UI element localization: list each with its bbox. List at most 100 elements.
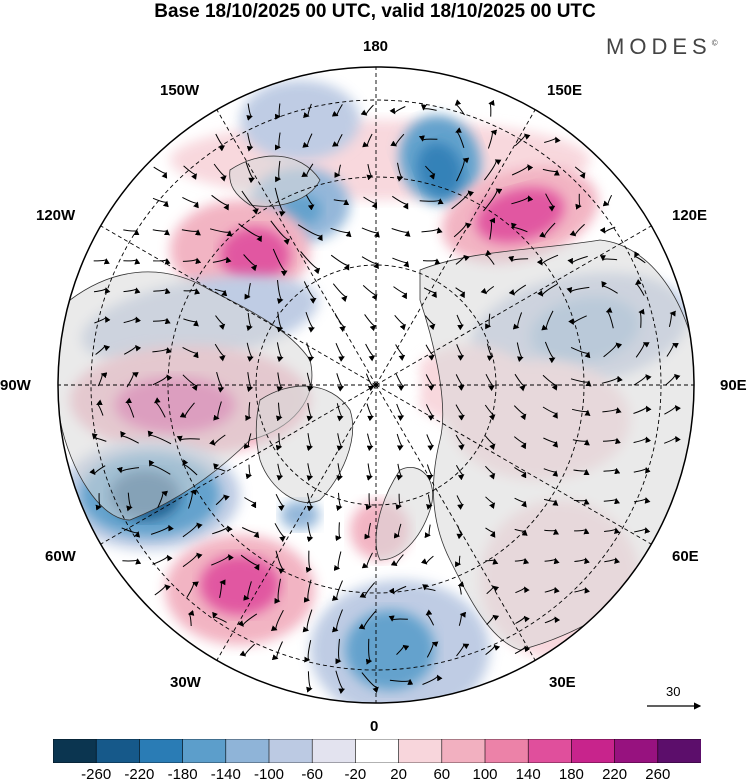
wind-arrow	[455, 434, 465, 451]
wind-arrow	[543, 468, 559, 477]
wind-arrow	[455, 404, 465, 421]
colorbar-tick-label: -220	[124, 766, 155, 783]
wind-arrow	[426, 464, 434, 481]
wind-arrow	[396, 644, 410, 655]
wind-arrow	[332, 133, 343, 147]
wind-arrow	[543, 437, 559, 448]
wind-arrow	[426, 641, 439, 658]
lon-label-30w: 30W	[170, 674, 201, 691]
colorbar-tick-label: 20	[390, 766, 407, 783]
wind-arrow	[395, 493, 402, 510]
wind-arrow	[455, 127, 465, 149]
anomaly-blob	[200, 555, 280, 615]
wind-arrow	[515, 615, 530, 624]
wind-arrow	[336, 433, 344, 452]
wind-arrow	[116, 466, 140, 474]
colorbar-tick-label: -100	[253, 766, 285, 783]
wind-arrow	[392, 195, 409, 210]
wind-arrow	[604, 557, 620, 564]
wind-arrow	[455, 555, 462, 568]
wind-arrow	[602, 437, 621, 445]
wind-arrow	[332, 283, 348, 302]
wind-arrow	[89, 465, 106, 476]
wind-arrow	[392, 257, 410, 268]
colorbar-tick-label: 100	[472, 766, 498, 783]
wind-arrow	[485, 465, 496, 480]
wind-arrow	[153, 166, 168, 179]
wind-arrow	[334, 164, 341, 178]
wind-arrow	[330, 254, 350, 271]
wind-arrow	[599, 226, 616, 234]
colorbar-tick-label: 180	[558, 766, 584, 783]
wind-arrow	[361, 672, 379, 694]
wind-arrow	[601, 280, 618, 294]
wind-arrow	[419, 198, 444, 205]
wind-arrow	[182, 196, 199, 209]
wind-arrow	[539, 222, 556, 238]
wind-arrow	[544, 616, 561, 624]
wind-arrow	[152, 229, 170, 236]
wind-arrow	[246, 312, 253, 332]
colorbar-swatch	[225, 739, 270, 763]
wind-arrow	[274, 187, 286, 217]
wind-arrow	[483, 188, 503, 212]
wind-arrow	[454, 99, 465, 116]
wind-arrow	[633, 466, 651, 474]
brand-logo: MODES©	[606, 34, 718, 59]
wind-arrow	[455, 287, 465, 299]
wind-arrow	[603, 342, 623, 358]
wind-arrow	[274, 523, 286, 543]
wind-arrow	[276, 342, 284, 363]
wind-arrow	[358, 610, 376, 630]
wind-arrow	[153, 397, 166, 418]
wind-arrow	[566, 286, 590, 294]
wind-arrow	[574, 587, 591, 594]
wind-arrow	[176, 435, 200, 442]
meridian-line	[100, 384, 377, 545]
meridian-line	[375, 109, 536, 386]
wind-arrow	[182, 257, 202, 265]
wind-arrow	[602, 407, 622, 414]
wind-arrow	[95, 493, 102, 511]
meridian-line	[216, 384, 377, 661]
wind-arrow	[573, 469, 590, 476]
wind-arrow	[214, 288, 228, 297]
wind-arrow	[302, 133, 313, 148]
lon-label-90e: 90E	[720, 377, 747, 394]
wind-arrow	[508, 255, 529, 263]
wind-arrow	[301, 163, 314, 178]
wind-arrow	[513, 436, 527, 450]
wind-arrow	[183, 165, 197, 180]
wind-arrow	[389, 106, 406, 115]
wind-arrow	[485, 373, 495, 392]
wind-arrow	[423, 287, 437, 298]
wind-arrow	[150, 524, 174, 535]
wind-arrow	[148, 459, 171, 475]
meridian-line	[216, 109, 377, 386]
wind-arrow	[388, 615, 408, 622]
anomaly-blob	[345, 610, 435, 690]
wind-arrow	[182, 459, 198, 476]
wind-arrow	[420, 555, 434, 565]
anomaly-blob	[220, 227, 290, 283]
colorbar-tick-label: -260	[81, 766, 112, 783]
wind-arrow	[457, 581, 465, 595]
wind-arrow	[456, 344, 465, 361]
wind-arrow	[485, 527, 496, 538]
wind-arrow	[422, 258, 441, 265]
wind-arrow	[544, 586, 560, 594]
wind-arrow	[514, 645, 531, 655]
wind-arrow	[94, 316, 111, 324]
wind-arrow	[330, 227, 352, 238]
wind-arrow	[511, 195, 534, 205]
wind-arrow	[126, 492, 133, 512]
wind-arrow	[336, 403, 344, 422]
wind-arrow	[270, 220, 290, 245]
wind-arrow	[152, 554, 173, 565]
colorbar-tick-label: 220	[602, 766, 628, 783]
lon-label-150w: 150W	[160, 82, 200, 99]
wind-arrow	[420, 104, 437, 111]
wind-arrow	[274, 132, 281, 151]
wind-arrow	[245, 464, 252, 480]
scandinavia-landmass	[375, 467, 434, 561]
